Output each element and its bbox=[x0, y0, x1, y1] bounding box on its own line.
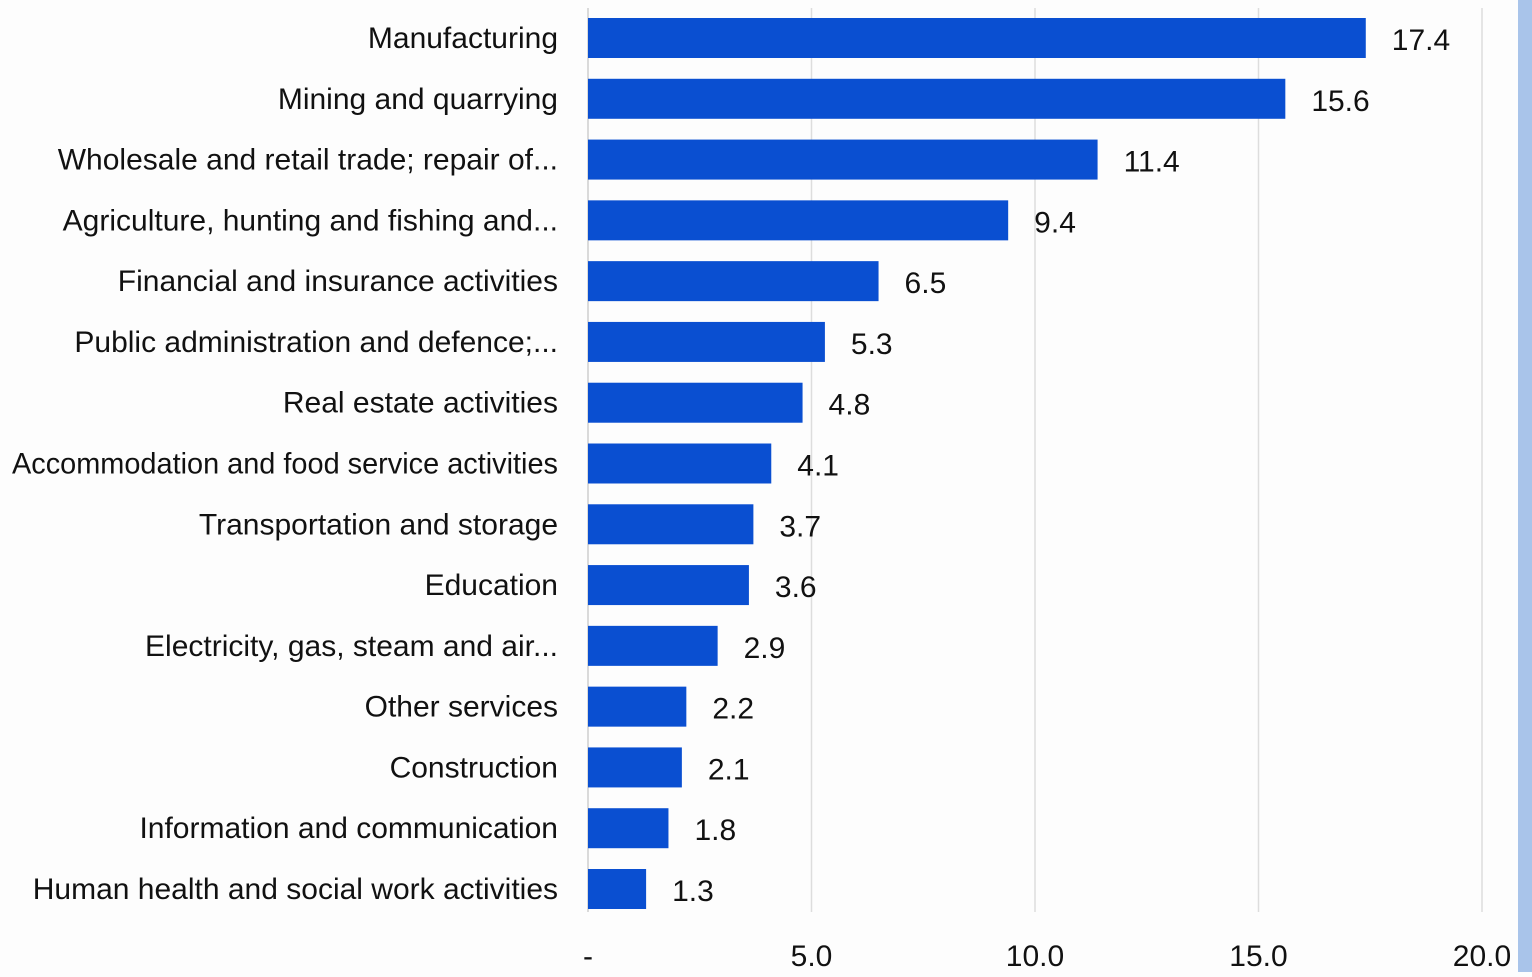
category-label: Information and communication bbox=[139, 812, 558, 845]
data-label: 5.3 bbox=[851, 328, 893, 361]
category-label: Transportation and storage bbox=[199, 508, 558, 541]
x-tick-label: - bbox=[583, 940, 593, 972]
bar bbox=[588, 322, 825, 362]
data-label: 1.8 bbox=[694, 814, 736, 847]
category-label: Accommodation and food service activitie… bbox=[12, 448, 558, 481]
data-label: 3.6 bbox=[775, 571, 817, 604]
bar bbox=[588, 687, 686, 727]
x-tick-label: 5.0 bbox=[791, 940, 833, 972]
bars bbox=[588, 18, 1366, 909]
bar bbox=[588, 444, 771, 484]
bar bbox=[588, 747, 682, 787]
bar bbox=[588, 869, 646, 909]
data-label: 4.1 bbox=[797, 450, 839, 483]
category-label: Manufacturing bbox=[368, 22, 558, 55]
category-label: Electricity, gas, steam and air... bbox=[145, 630, 558, 663]
data-label: 3.7 bbox=[779, 510, 821, 543]
data-label: 17.4 bbox=[1392, 24, 1450, 57]
category-labels: Manufacturing Mining and quarrying Wholesa… bbox=[12, 22, 558, 906]
bar bbox=[588, 18, 1366, 58]
category-label: Education bbox=[425, 569, 558, 602]
x-tick-label: 15.0 bbox=[1229, 940, 1287, 972]
category-label: Wholesale and retail trade; repair of... bbox=[58, 144, 558, 177]
data-label: 9.4 bbox=[1034, 206, 1076, 239]
category-label: Agriculture, hunting and fishing and... bbox=[63, 204, 558, 237]
right-edge-strip bbox=[1518, 0, 1532, 972]
x-tick-label: 10.0 bbox=[1006, 940, 1064, 972]
bar bbox=[588, 200, 1008, 240]
data-label: 15.6 bbox=[1311, 85, 1369, 118]
bar bbox=[588, 626, 718, 666]
bar bbox=[588, 504, 753, 544]
category-label: Construction bbox=[390, 751, 558, 784]
category-label: Other services bbox=[365, 691, 558, 724]
category-label: Real estate activities bbox=[283, 387, 558, 420]
data-label: 4.8 bbox=[829, 389, 871, 422]
data-label: 2.2 bbox=[712, 693, 754, 726]
category-label: Mining and quarrying bbox=[278, 83, 558, 116]
category-label: Human health and social work activities bbox=[33, 873, 558, 906]
data-label: 2.9 bbox=[744, 632, 786, 665]
category-label: Financial and insurance activities bbox=[118, 265, 558, 298]
category-label: Public administration and defence;... bbox=[74, 326, 558, 359]
x-tick-label: 20.0 bbox=[1453, 940, 1511, 972]
bar bbox=[588, 565, 749, 605]
bar bbox=[588, 383, 803, 423]
data-label: 11.4 bbox=[1124, 146, 1180, 179]
data-label: 6.5 bbox=[905, 267, 947, 300]
bar bbox=[588, 261, 879, 301]
x-axis-ticks: - 5.0 10.0 15.0 20.0 bbox=[583, 940, 1511, 972]
bar bbox=[588, 79, 1285, 119]
bar bbox=[588, 140, 1098, 180]
data-label: 2.1 bbox=[708, 753, 750, 786]
bar bbox=[588, 808, 668, 848]
data-label: 1.3 bbox=[672, 875, 714, 908]
